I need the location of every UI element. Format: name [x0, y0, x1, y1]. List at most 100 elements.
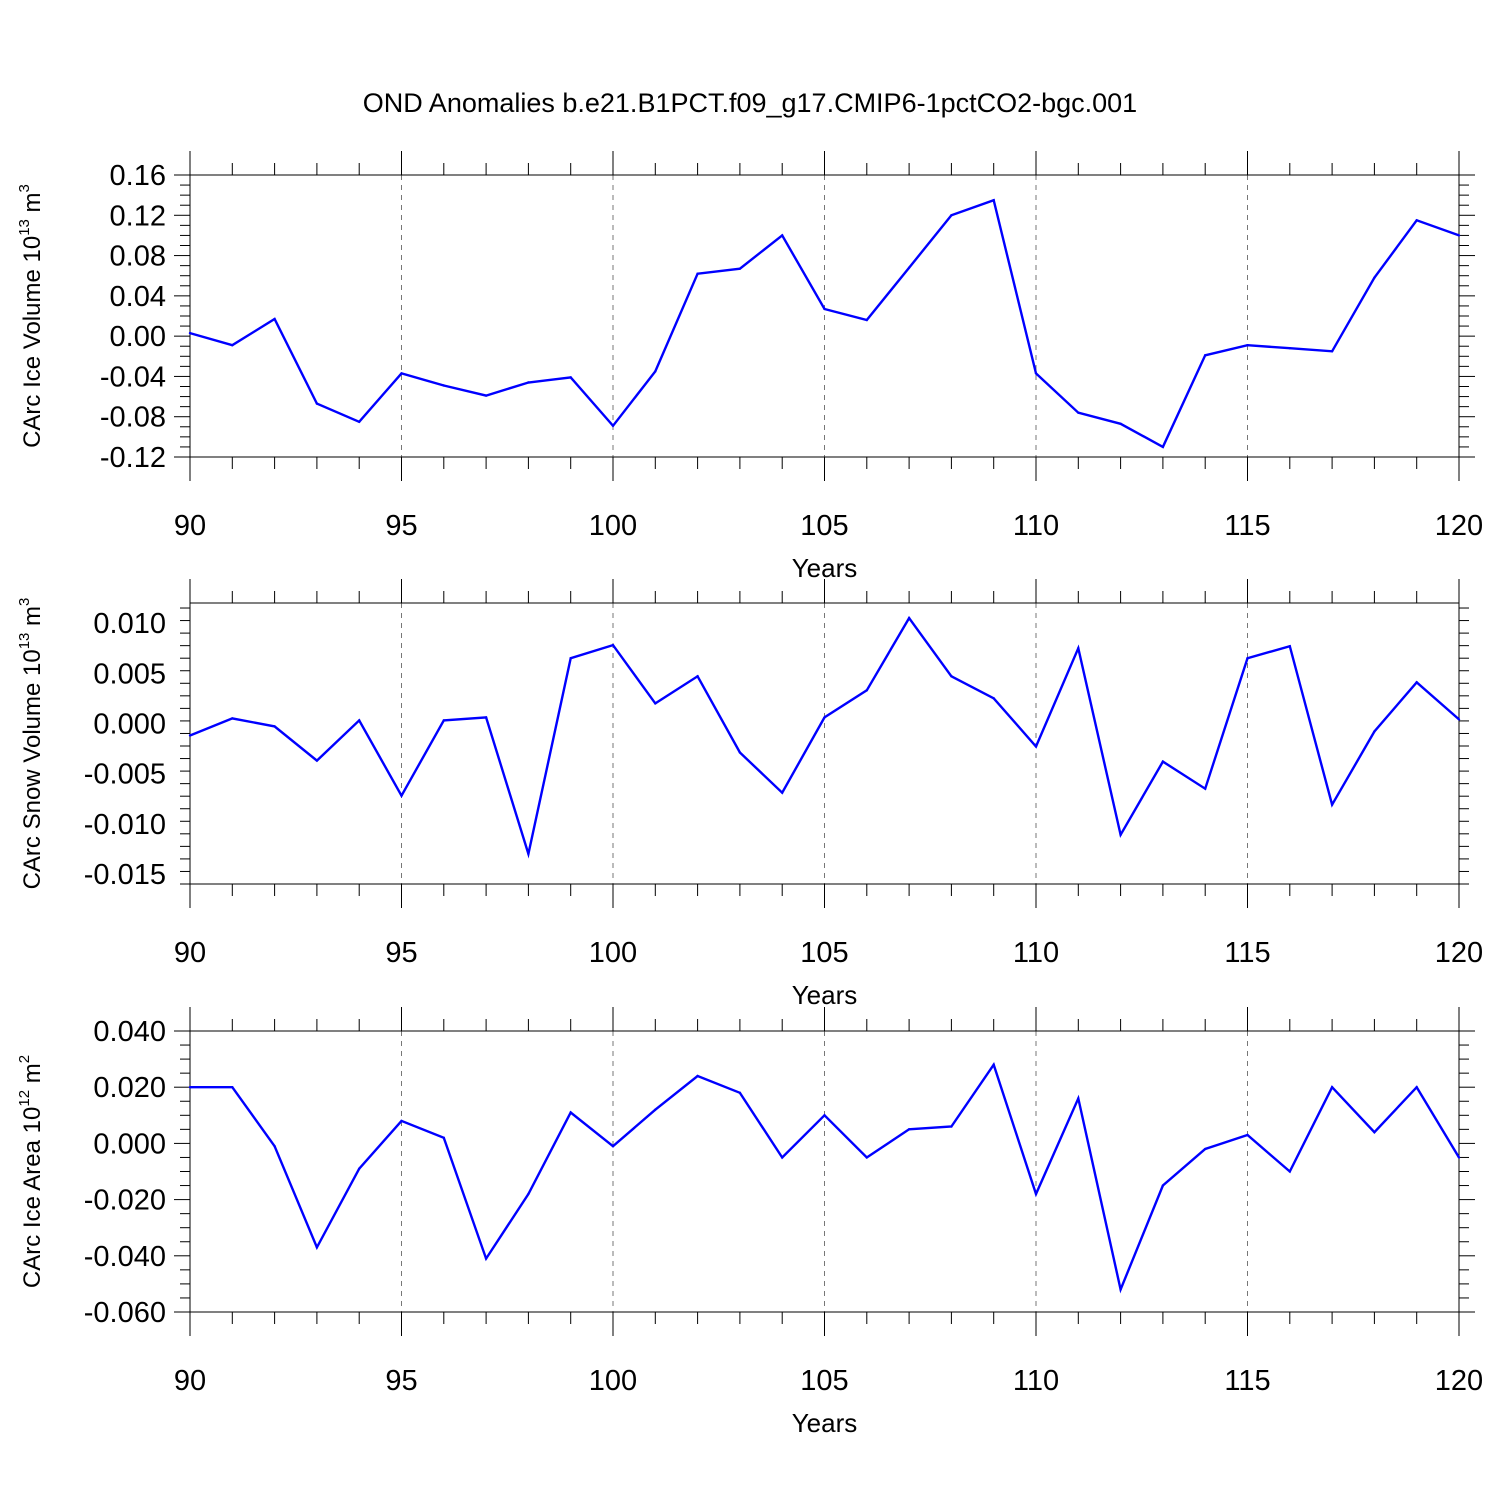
data-point [1119, 1288, 1122, 1291]
data-point [1330, 1086, 1334, 1089]
data-point [865, 689, 868, 692]
x-tick-label: 120 [1435, 510, 1483, 542]
data-point [400, 1119, 403, 1123]
y-tick-label: 0.020 [93, 1072, 166, 1104]
data-point [823, 1114, 826, 1117]
y-axis-label: CArc Ice Volume 1013 m3 [16, 184, 46, 448]
data-point [992, 198, 995, 202]
data-point [1415, 1086, 1418, 1089]
x-tick-label: 90 [174, 937, 206, 969]
data-point [1077, 1097, 1080, 1100]
y-axis-label-main: CArc Ice Area 10 [19, 1107, 46, 1288]
data-point [442, 384, 445, 387]
data-point [1119, 833, 1122, 837]
data-point [611, 643, 615, 647]
data-point [1373, 276, 1376, 279]
y-tick-label: 0.00 [110, 321, 166, 353]
data-point [527, 852, 530, 856]
data-point [738, 267, 742, 270]
y-axis-label: CArc Snow Volume 1013 m3 [16, 598, 46, 890]
data-point [315, 402, 319, 405]
y-axis-label-exponent: 13 [16, 219, 33, 236]
x-tick-label: 105 [800, 510, 848, 542]
y-axis-label-unit-exponent: 3 [16, 184, 33, 192]
x-tick-label: 110 [1013, 510, 1059, 542]
data-point [696, 1074, 699, 1078]
data-point [315, 1246, 319, 1249]
data-point [992, 1063, 995, 1066]
y-tick-label: -0.12 [100, 442, 166, 474]
y-tick-label: -0.040 [84, 1241, 166, 1273]
y-tick-label: -0.04 [100, 361, 166, 393]
data-point [865, 1156, 868, 1159]
y-axis-label-exponent: 13 [16, 633, 33, 650]
data-point [569, 1111, 572, 1114]
data-point [781, 1156, 784, 1159]
data-point [400, 372, 403, 375]
x-tick-label: 120 [1435, 1365, 1483, 1397]
data-point [738, 1091, 742, 1095]
y-tick-label: 0.040 [93, 1016, 166, 1048]
data-point [1034, 1192, 1038, 1196]
x-axis-label: Years [792, 980, 858, 1010]
x-tick-label: 95 [385, 1365, 417, 1397]
data-point [823, 716, 826, 719]
y-tick-label: -0.060 [84, 1297, 166, 1329]
data-point [569, 376, 572, 379]
x-tick-label: 90 [174, 1365, 206, 1397]
data-point [654, 702, 657, 705]
data-point [527, 1192, 530, 1196]
y-tick-label: -0.015 [84, 859, 166, 891]
data-point [484, 394, 488, 397]
y-tick-label: -0.010 [84, 809, 166, 841]
data-point [569, 656, 572, 660]
data-point [1077, 646, 1080, 650]
data-point [1288, 347, 1292, 350]
x-tick-label: 115 [1224, 1365, 1270, 1397]
data-point [484, 1257, 488, 1260]
x-axis-label: Years [792, 553, 858, 583]
data-point [1161, 760, 1165, 763]
data-point [358, 719, 361, 722]
data-point [1204, 1147, 1207, 1151]
panel-3: 90 95 100 105 110 115 120 -0.060 -0.040 -0.020 0.0… [16, 1007, 1483, 1438]
data-point [907, 1128, 911, 1131]
x-tick-label: 90 [174, 510, 206, 542]
data-point [231, 717, 234, 720]
data-point [1288, 644, 1292, 648]
data-point [781, 234, 784, 237]
data-point [654, 370, 657, 373]
data-point [1457, 1156, 1461, 1159]
y-tick-label: 0.04 [110, 281, 166, 313]
data-point [442, 1136, 445, 1139]
y-axis-label-exponent: 12 [16, 1090, 33, 1107]
y-tick-label: 0.08 [110, 241, 166, 273]
data-point [1373, 730, 1376, 733]
data-point [1288, 1170, 1292, 1173]
y-tick-label: -0.08 [100, 402, 166, 434]
data-point [527, 381, 530, 384]
y-tick-label: 0.005 [93, 658, 166, 690]
data-point [611, 424, 615, 427]
x-tick-label: 120 [1435, 937, 1483, 969]
data-point [781, 791, 784, 794]
y-axis-label-main: CArc Snow Volume 10 [19, 649, 46, 889]
data-point [1330, 803, 1334, 806]
data-point [611, 1145, 615, 1148]
data-point [315, 759, 319, 762]
x-tick-label: 100 [589, 1365, 637, 1397]
x-tick-label: 110 [1013, 937, 1059, 969]
data-point [1373, 1130, 1376, 1134]
data-point [1246, 344, 1249, 347]
data-point [400, 794, 403, 797]
data-point [992, 697, 995, 700]
data-point [1034, 372, 1038, 375]
x-tick-label: 105 [800, 937, 848, 969]
data-point [950, 675, 953, 678]
x-tick-label: 105 [800, 1365, 848, 1397]
x-tick-label: 95 [385, 510, 417, 542]
data-point [358, 420, 361, 423]
y-axis-label-unit: m [19, 192, 46, 219]
y-tick-label: 0.000 [93, 1128, 166, 1160]
